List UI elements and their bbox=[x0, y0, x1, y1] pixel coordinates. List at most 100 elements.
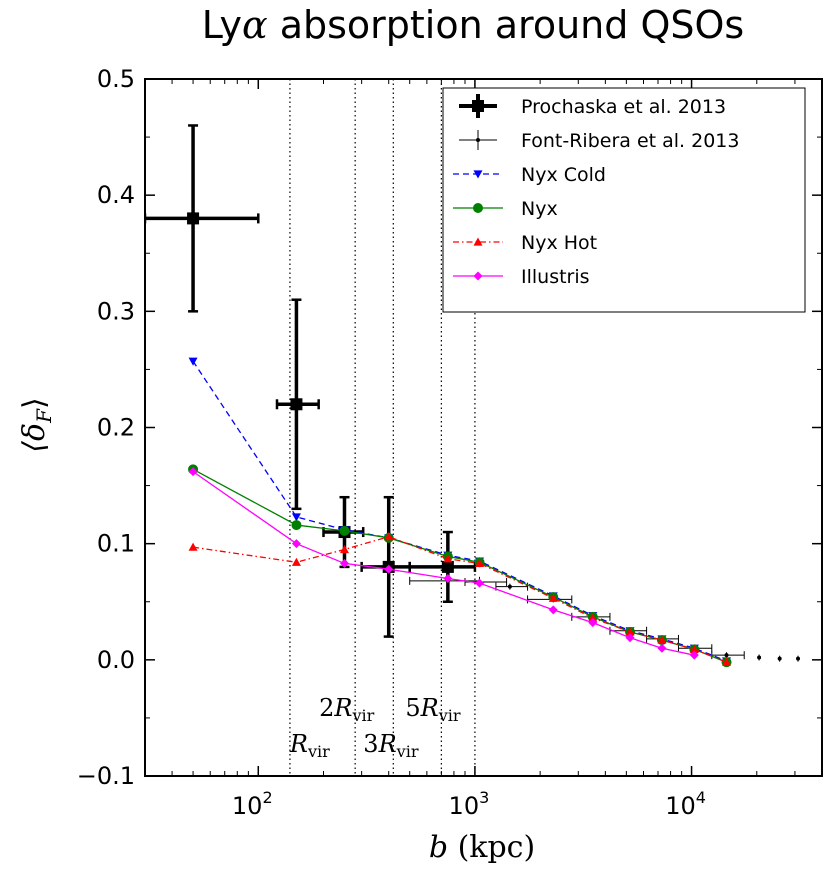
vline-label-sub: vir bbox=[396, 742, 419, 761]
vline-label-main: R bbox=[333, 694, 352, 722]
y-tick-label: 0.0 bbox=[97, 646, 135, 674]
series-point-illustris bbox=[475, 578, 485, 588]
series-point-illustris bbox=[188, 467, 198, 477]
series-point-nyx-hot bbox=[625, 627, 635, 636]
x-tick-label: 104 bbox=[665, 788, 706, 820]
chart-title-main: Ly bbox=[202, 3, 242, 47]
font-ribera-point bbox=[796, 656, 801, 661]
x-tick-base: 10 bbox=[665, 792, 696, 820]
legend-swatch bbox=[472, 100, 484, 112]
vline-label-mult: 5 bbox=[405, 694, 420, 722]
series-point-illustris bbox=[291, 539, 301, 549]
series-point-nyx bbox=[291, 520, 302, 531]
y-axis-label-main: ⟨δ bbox=[17, 423, 52, 453]
series-line-nyx bbox=[192, 468, 727, 663]
legend-label-5: Illustris bbox=[521, 266, 590, 288]
font-ribera-point bbox=[757, 655, 762, 660]
prochaska-point bbox=[290, 398, 303, 411]
vline-label-main: R bbox=[378, 730, 397, 758]
series-point-illustris bbox=[339, 558, 349, 568]
vline-label-3: 5Rvir bbox=[405, 694, 461, 725]
y-tick-label: 0.3 bbox=[97, 297, 135, 325]
series-point-nyx-cold bbox=[291, 513, 301, 522]
legend-swatch bbox=[473, 170, 483, 179]
series-0 bbox=[145, 124, 477, 638]
series-point-illustris bbox=[384, 564, 394, 574]
legend-label-4: Nyx Hot bbox=[521, 232, 597, 254]
series-point-nyx-hot bbox=[475, 558, 485, 568]
prochaska-point bbox=[187, 212, 200, 225]
x-axis-label-var: b bbox=[429, 830, 448, 865]
vline-label-sub: vir bbox=[307, 742, 330, 761]
legend-swatch bbox=[476, 138, 480, 142]
vline-label-sub: vir bbox=[438, 706, 461, 725]
y-tick-label: 0.1 bbox=[97, 530, 135, 558]
y-tick-label: 0.5 bbox=[97, 65, 135, 93]
series-1 bbox=[409, 576, 801, 662]
series-point-illustris bbox=[443, 574, 453, 584]
y-tick-label: −0.1 bbox=[77, 762, 135, 790]
font-ribera-point bbox=[507, 584, 512, 589]
series-point-nyx-hot bbox=[443, 554, 453, 563]
series-point-illustris bbox=[548, 605, 558, 615]
vline-label-main: R bbox=[289, 730, 308, 758]
series-point-nyx-hot bbox=[689, 644, 699, 653]
y-axis-label-close: ⟩ bbox=[17, 397, 52, 409]
series-line-nyx-cold bbox=[192, 360, 727, 662]
x-tick-exponent: 4 bbox=[696, 788, 706, 807]
series-point-nyx-hot bbox=[339, 544, 349, 554]
prochaska-point bbox=[441, 560, 454, 573]
series-point-nyx-hot bbox=[588, 613, 598, 622]
series-5 bbox=[188, 467, 699, 660]
vline-label-main: R bbox=[420, 694, 439, 722]
series-point-nyx bbox=[339, 525, 350, 536]
chart-title-greek: α bbox=[242, 3, 268, 47]
vline-label-2: 3Rvir bbox=[363, 730, 419, 761]
vline-label-mult: 2 bbox=[319, 694, 334, 722]
font-ribera-point bbox=[777, 656, 782, 661]
legend-box bbox=[442, 87, 806, 313]
series-point-illustris bbox=[588, 618, 598, 628]
legend: Prochaska et al. 2013 Font-Ribera et al. … bbox=[442, 87, 806, 313]
vline-label-sub: vir bbox=[352, 706, 375, 725]
x-tick-exponent: 2 bbox=[262, 788, 272, 807]
font-ribera-point bbox=[724, 653, 729, 658]
vline-label-1: 2Rvir bbox=[319, 694, 375, 725]
series-point-illustris bbox=[625, 633, 635, 643]
legend-swatch bbox=[473, 237, 483, 246]
chart-title-rest: absorption around QSOs bbox=[268, 3, 745, 47]
series-point-illustris bbox=[657, 643, 667, 653]
series-point-nyx-hot bbox=[548, 593, 558, 602]
vline-label-mult: 3 bbox=[363, 730, 378, 758]
vline-label-0: Rvir bbox=[289, 730, 330, 761]
series-4 bbox=[188, 532, 732, 666]
series-point-nyx-hot bbox=[657, 635, 667, 644]
y-tick-label: 0.2 bbox=[97, 414, 135, 442]
y-tick-label: 0.4 bbox=[97, 181, 135, 209]
legend-swatch bbox=[473, 271, 483, 281]
x-axis-label: b (kpc) bbox=[429, 830, 535, 865]
series-point-nyx-hot bbox=[188, 542, 198, 551]
legend-swatch bbox=[473, 203, 483, 213]
chart-title: Lyα absorption around QSOs bbox=[202, 3, 744, 47]
series-2 bbox=[188, 357, 732, 666]
series-point-nyx-hot bbox=[384, 532, 394, 541]
series-point-nyx-hot bbox=[722, 657, 732, 666]
legend-label-1: Font-Ribera et al. 2013 bbox=[521, 130, 739, 152]
x-tick-exponent: 3 bbox=[479, 788, 489, 807]
data-layer bbox=[145, 124, 801, 668]
series-point-nyx-cold bbox=[188, 357, 198, 366]
y-axis-label-sub: F bbox=[32, 408, 56, 424]
x-axis-label-unit: (kpc) bbox=[458, 830, 536, 865]
x-tick-base: 10 bbox=[232, 792, 263, 820]
x-tick-label: 102 bbox=[232, 788, 273, 820]
series-point-illustris bbox=[689, 650, 699, 660]
series-point-nyx-hot bbox=[291, 557, 301, 566]
legend-label-2: Nyx Cold bbox=[521, 164, 606, 186]
y-axis-label: ⟨δF⟩ bbox=[17, 397, 56, 452]
x-tick-label: 103 bbox=[449, 788, 490, 820]
legend-label-3: Nyx bbox=[521, 198, 558, 220]
legend-label-0: Prochaska et al. 2013 bbox=[521, 96, 726, 118]
